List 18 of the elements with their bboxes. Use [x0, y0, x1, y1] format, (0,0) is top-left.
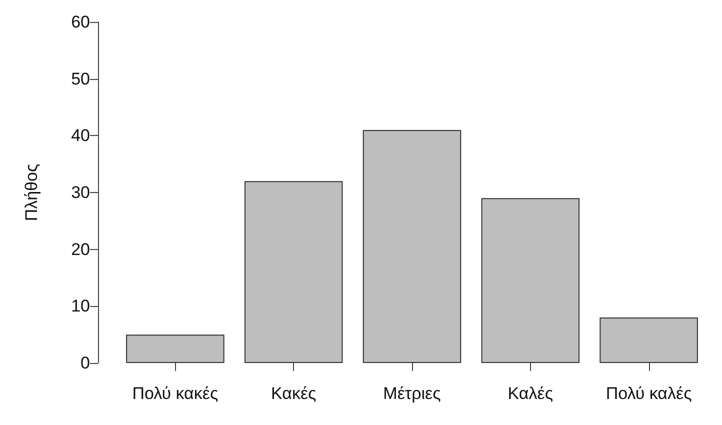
bar: [244, 181, 343, 363]
bar: [600, 318, 698, 363]
bar: [481, 198, 580, 363]
x-tick-label: Κακές: [270, 384, 316, 403]
y-tick-label: 10: [71, 296, 90, 316]
y-tick-label: 60: [71, 12, 90, 32]
y-tick-label: 0: [80, 354, 90, 372]
y-axis-title: Πλήθος: [22, 164, 41, 222]
x-tick-label: Μέτριες: [383, 384, 441, 403]
x-tick-label: Πολύ κακές: [132, 384, 218, 403]
x-tick-label: Καλές: [508, 384, 554, 403]
bar: [126, 334, 224, 363]
y-tick-label: 30: [71, 183, 90, 202]
bar: [362, 130, 462, 363]
x-tick-label: Πολύ καλές: [606, 384, 692, 403]
y-tick-label: 50: [71, 69, 90, 88]
y-tick-label: 20: [71, 240, 90, 259]
y-tick-label: 40: [71, 126, 90, 146]
